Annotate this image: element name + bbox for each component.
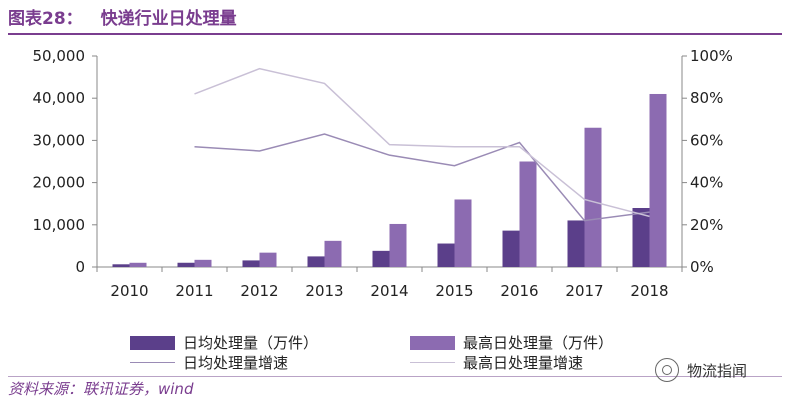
right-tick-label: 40% xyxy=(690,174,723,192)
x-tick-label: 2016 xyxy=(500,282,538,300)
bar-daily-max xyxy=(194,259,212,267)
chart-title: 图表28： 快递行业日处理量 xyxy=(8,4,237,29)
x-tick-label: 2012 xyxy=(240,282,278,300)
legend-swatch-daily-max xyxy=(410,335,455,350)
right-tick-label: 0% xyxy=(690,258,714,276)
right-tick-label: 20% xyxy=(690,216,723,234)
x-tick-label: 2011 xyxy=(175,282,213,300)
bar-daily-max xyxy=(389,223,407,267)
bar-daily-max xyxy=(584,127,602,268)
legend-item-daily-max: 最高日处理量（万件） xyxy=(410,332,613,353)
legend-item-max-growth: 最高日处理量增速 xyxy=(410,352,583,373)
right-tick-label: 60% xyxy=(690,131,723,149)
x-tick-label: 2015 xyxy=(435,282,473,300)
left-tick-label: 30,000 xyxy=(33,131,86,149)
legend-item-daily-avg: 日均处理量（万件） xyxy=(130,332,318,353)
bar-daily-avg xyxy=(177,262,195,267)
legend-item-avg-growth: 日均处理量增速 xyxy=(130,352,288,373)
bar-daily-avg xyxy=(567,220,585,267)
legend-swatch-max-growth xyxy=(410,362,455,363)
x-tick-label: 2013 xyxy=(305,282,343,300)
left-tick-label: 40,000 xyxy=(33,89,86,107)
left-tick-label: 50,000 xyxy=(33,47,86,65)
bar-daily-avg xyxy=(437,243,455,267)
left-tick-label: 20,000 xyxy=(33,174,86,192)
figure-number: 图表28： xyxy=(8,9,83,29)
bar-daily-avg xyxy=(242,260,260,267)
bar-daily-avg xyxy=(112,264,130,267)
legend-label-daily-max: 最高日处理量（万件） xyxy=(463,334,614,352)
bar-daily-max xyxy=(324,240,342,267)
bar-daily-avg xyxy=(372,250,390,267)
legend-swatch-avg-growth xyxy=(130,362,175,363)
source-note: 资料来源：联讯证券，wind xyxy=(8,380,194,398)
left-tick-label: 10,000 xyxy=(33,216,86,234)
right-tick-label: 100% xyxy=(690,47,733,65)
bar-daily-max xyxy=(454,199,472,267)
x-tick-label: 2010 xyxy=(110,282,148,300)
x-tick-label: 2017 xyxy=(565,282,603,300)
line-max-growth xyxy=(194,67,650,218)
legend-label-max-growth: 最高日处理量增速 xyxy=(463,354,584,372)
figure-title: 快递行业日处理量 xyxy=(100,9,237,29)
bar-daily-max xyxy=(129,262,147,267)
watermark-text: 物流指闻 xyxy=(687,361,748,380)
bar-daily-max xyxy=(519,161,537,267)
bar-daily-avg xyxy=(307,256,325,267)
watermark: 物流指闻 xyxy=(655,358,747,382)
x-tick-label: 2018 xyxy=(630,282,668,300)
line-avg-growth xyxy=(194,133,650,222)
right-tick-label: 80% xyxy=(690,89,723,107)
bar-daily-avg xyxy=(502,230,520,267)
bar-daily-max xyxy=(649,93,667,267)
legend-label-avg-growth: 日均处理量增速 xyxy=(183,354,289,372)
bar-daily-avg xyxy=(632,208,650,267)
bar-daily-max xyxy=(259,252,277,267)
title-divider xyxy=(8,33,782,35)
wechat-icon xyxy=(655,358,679,382)
left-tick-label: 0 xyxy=(75,258,85,276)
source-divider xyxy=(8,376,782,377)
legend-label-daily-avg: 日均处理量（万件） xyxy=(183,334,319,352)
x-tick-label: 2014 xyxy=(370,282,408,300)
legend-swatch-daily-avg xyxy=(130,335,175,350)
